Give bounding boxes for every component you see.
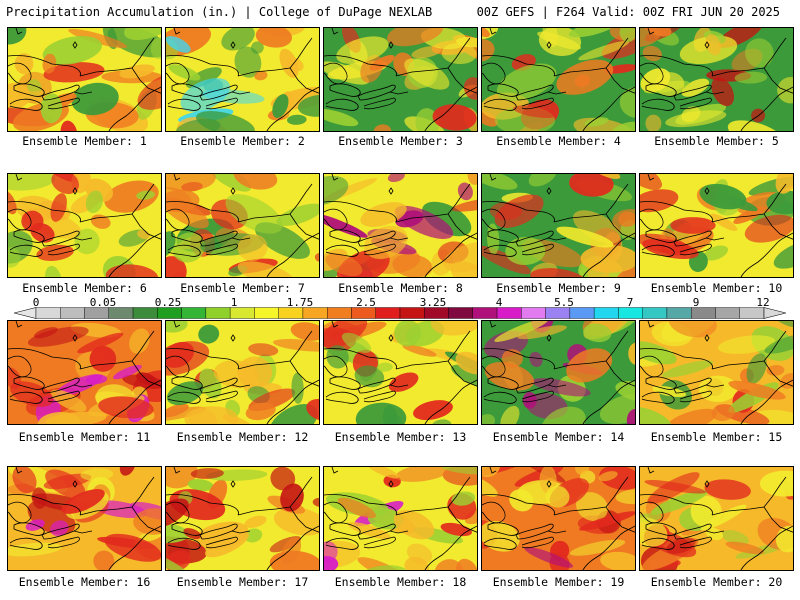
ensemble-member-label: Ensemble Member: 7	[180, 281, 305, 295]
colorbar-tick-label: 1.75	[286, 296, 314, 309]
colorbar-tick-label: 1	[230, 296, 238, 309]
ensemble-member-label: Ensemble Member: 16	[18, 575, 151, 589]
ensemble-member-label: Ensemble Member: 17	[176, 575, 309, 589]
ensemble-member-label: Ensemble Member: 3	[338, 134, 463, 148]
ensemble-member-label: Ensemble Member: 8	[338, 281, 463, 295]
colorbar-tick-label: 0.25	[154, 296, 182, 309]
ensemble-member-label: Ensemble Member: 15	[650, 430, 783, 444]
ensemble-map-9	[481, 173, 636, 278]
ensemble-map-4	[481, 27, 636, 132]
ensemble-map-16	[7, 466, 162, 571]
page-title: Precipitation Accumulation (in.) | Colle…	[6, 5, 433, 19]
ensemble-member-label: Ensemble Member: 11	[18, 430, 151, 444]
ensemble-member-label: Ensemble Member: 1	[22, 134, 147, 148]
ensemble-member-label: Ensemble Member: 2	[180, 134, 305, 148]
colorbar-left-arrow	[14, 307, 37, 319]
colorbar-segment	[60, 307, 85, 319]
ensemble-member-label: Ensemble Member: 12	[176, 430, 309, 444]
ensemble-map-18	[323, 466, 478, 571]
colorbar-segment	[181, 307, 207, 319]
colorbar-segment	[739, 307, 765, 319]
colorbar-segment	[84, 307, 109, 319]
ensemble-map-7	[165, 173, 320, 278]
colorbar-tick-label: 7	[626, 296, 634, 309]
ensemble-member-label: Ensemble Member: 19	[492, 575, 625, 589]
colorbar-segment	[205, 307, 231, 319]
colorbar-segment	[399, 307, 425, 319]
ensemble-map-3	[323, 27, 478, 132]
colorbar-segment	[108, 307, 134, 319]
colorbar-segment	[132, 307, 158, 319]
ensemble-member-label: Ensemble Member: 20	[650, 575, 783, 589]
ensemble-member-label: Ensemble Member: 9	[496, 281, 621, 295]
colorbar-tick-label: 4	[495, 296, 503, 309]
colorbar-segment	[424, 307, 449, 319]
model-run-label: 00Z GEFS | F264 Valid: 00Z FRI JUN 20 20…	[476, 5, 780, 19]
colorbar-segment	[351, 307, 376, 319]
colorbar-tick-label: 0	[32, 296, 40, 309]
colorbar-segment	[593, 307, 619, 319]
ensemble-member-label: Ensemble Member: 10	[650, 281, 783, 295]
colorbar-segment	[229, 307, 255, 319]
ensemble-map-14	[481, 320, 636, 425]
colorbar-segment	[375, 307, 401, 319]
ensemble-map-17	[165, 466, 320, 571]
ensemble-map-12	[165, 320, 320, 425]
ensemble-map-8	[323, 173, 478, 278]
ensemble-map-6	[7, 173, 162, 278]
ensemble-map-2	[165, 27, 320, 132]
colorbar-segment	[496, 307, 522, 319]
colorbar-segment	[618, 307, 643, 319]
ensemble-map-5	[639, 27, 794, 132]
colorbar-segment	[448, 307, 473, 319]
colorbar-tick-label: 2.5	[356, 296, 376, 309]
ensemble-map-10	[639, 173, 794, 278]
ensemble-map-20	[639, 466, 794, 571]
colorbar-tick-label: 5.5	[554, 296, 574, 309]
colorbar-segment	[157, 307, 182, 319]
ensemble-member-label: Ensemble Member: 18	[334, 575, 467, 589]
ensemble-member-label: Ensemble Member: 6	[22, 281, 147, 295]
colorbar-segment	[715, 307, 740, 319]
colorbar-tick-label: 12	[756, 296, 770, 309]
colorbar-right-arrow	[763, 307, 786, 319]
colorbar-tick-label: 3.25	[419, 296, 447, 309]
ensemble-map-11	[7, 320, 162, 425]
colorbar-tick-label: 9	[692, 296, 700, 309]
ensemble-map-19	[481, 466, 636, 571]
ensemble-member-label: Ensemble Member: 13	[334, 430, 467, 444]
colorbar-segment	[569, 307, 595, 319]
ensemble-map-15	[639, 320, 794, 425]
colorbar-segment	[472, 307, 498, 319]
colorbar-segment	[691, 307, 716, 319]
colorbar-segment	[642, 307, 668, 319]
colorbar-segment	[545, 307, 571, 319]
ensemble-member-label: Ensemble Member: 4	[496, 134, 621, 148]
colorbar-segment	[521, 307, 546, 319]
colorbar	[14, 307, 786, 319]
colorbar-tick-label: 0.05	[89, 296, 117, 309]
colorbar-segment	[35, 307, 61, 319]
ensemble-member-label: Ensemble Member: 5	[654, 134, 779, 148]
colorbar-segment	[254, 307, 279, 319]
ensemble-map-1	[7, 27, 162, 132]
colorbar-segment	[302, 307, 328, 319]
colorbar-segment	[278, 307, 304, 319]
ensemble-map-13	[323, 320, 478, 425]
colorbar-segment	[666, 307, 692, 319]
colorbar-segment	[327, 307, 352, 319]
ensemble-member-label: Ensemble Member: 14	[492, 430, 625, 444]
